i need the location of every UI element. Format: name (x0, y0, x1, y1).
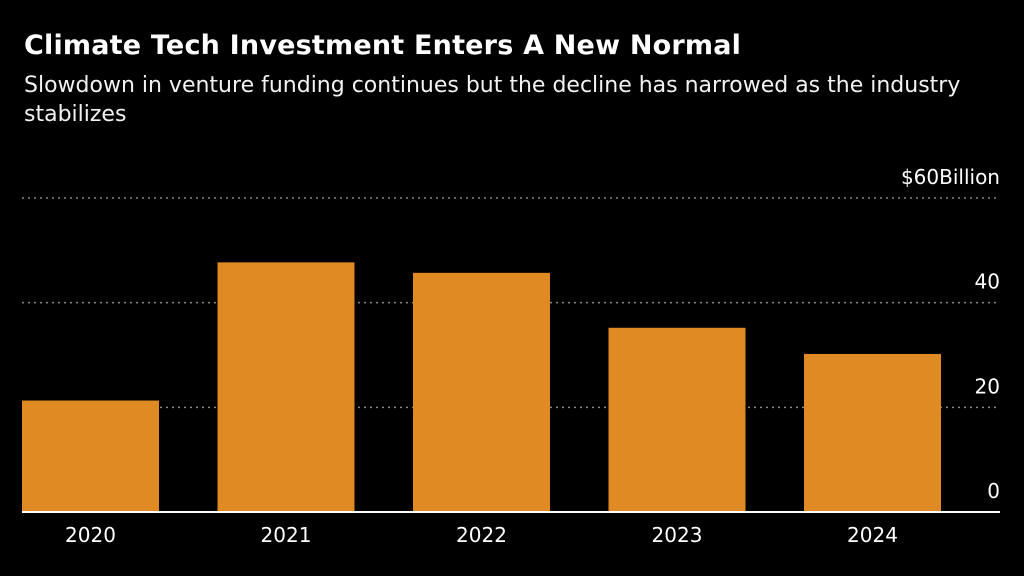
bar-2021 (217, 262, 355, 512)
x-tick-label: 2024 (847, 523, 898, 547)
bar-2023 (608, 327, 746, 512)
x-tick-label: 2020 (65, 523, 116, 547)
bar-2022 (413, 272, 550, 512)
chart-subtitle: Slowdown in venture funding continues bu… (24, 73, 961, 127)
x-tick-label: 2021 (261, 523, 312, 547)
y-tick-label: 20 (975, 374, 1000, 398)
x-tick-label: 2022 (456, 523, 507, 547)
y-tick-label: 0 (987, 479, 1000, 503)
y-tick-label: $60Billion (901, 165, 1000, 189)
bar-2024 (804, 353, 941, 512)
chart-title: Climate Tech Investment Enters A New Nor… (24, 30, 742, 61)
x-tick-label: 2023 (652, 523, 703, 547)
bar-2020 (22, 400, 159, 512)
y-tick-label: 40 (975, 270, 1000, 294)
